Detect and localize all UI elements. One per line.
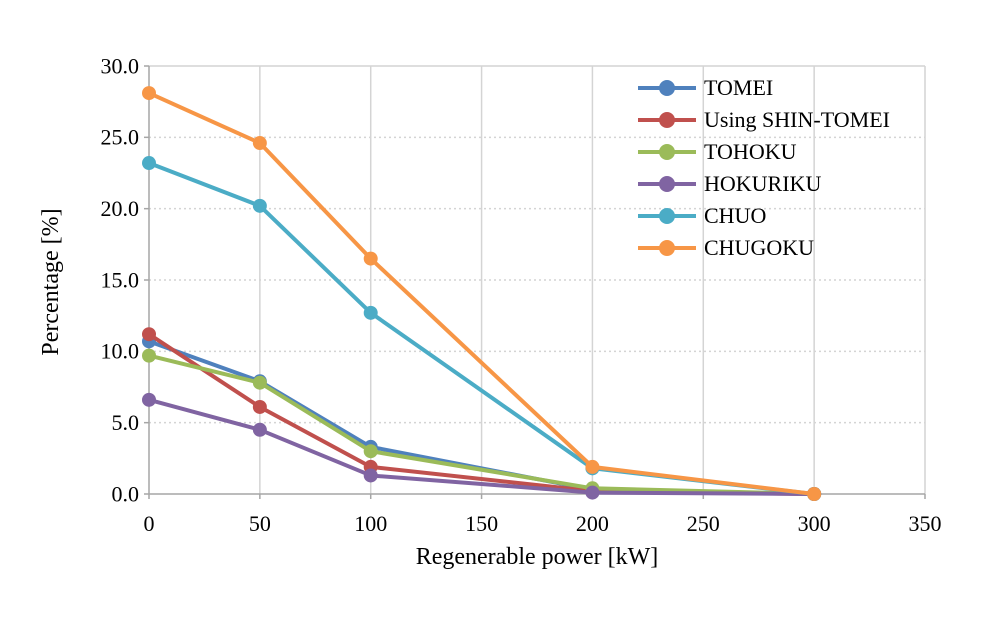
x-tick-label: 350	[909, 511, 942, 536]
legend-label: CHUO	[704, 203, 767, 228]
series-marker-tohoku	[363, 444, 378, 459]
legend-marker-icon	[659, 112, 675, 128]
legend-label: HOKURIKU	[704, 171, 822, 196]
legend-item-chuo: CHUO	[638, 200, 890, 232]
series-marker-chuo	[142, 156, 156, 171]
series-marker-chugoku	[363, 251, 378, 266]
legend-label: Using SHIN-TOMEI	[704, 107, 890, 132]
legend: TOMEI Using SHIN-TOMEI TOHOKU HOKURIKU CHUO C…	[638, 72, 890, 264]
series-marker-chugoku	[585, 459, 600, 474]
x-tick-label: 300	[798, 511, 831, 536]
legend-swatch-icon	[638, 80, 696, 96]
legend-swatch-icon	[638, 176, 696, 192]
y-tick-label: 25.0	[101, 125, 140, 150]
series-marker-hokuriku	[585, 485, 600, 500]
x-tick-label: 150	[465, 511, 498, 536]
series-marker-chugoku	[252, 136, 267, 151]
legend-swatch-icon	[638, 240, 696, 256]
x-tick-label: 0	[144, 511, 155, 536]
series-marker-chugoku	[142, 86, 156, 101]
legend-label: CHUGOKU	[704, 235, 814, 260]
legend-item-using-shin-tomei: Using SHIN-TOMEI	[638, 104, 890, 136]
y-tick-label: 20.0	[101, 196, 140, 221]
x-axis-title: Regenerable power [kW]	[416, 544, 659, 570]
legend-item-chugoku: CHUGOKU	[638, 232, 890, 264]
x-tick-label: 50	[249, 511, 271, 536]
legend-item-hokuriku: HOKURIKU	[638, 168, 890, 200]
legend-label: TOMEI	[704, 75, 774, 100]
legend-marker-icon	[659, 176, 675, 192]
legend-marker-icon	[659, 208, 675, 224]
legend-marker-icon	[659, 240, 675, 256]
legend-swatch-icon	[638, 144, 696, 160]
series-marker-chuo	[252, 198, 267, 213]
series-marker-tohoku	[142, 348, 156, 363]
series-marker-hokuriku	[252, 422, 267, 437]
series-marker-chugoku	[807, 487, 822, 501]
series-marker-hokuriku	[363, 468, 378, 483]
legend-item-tomei: TOMEI	[638, 72, 890, 104]
series-marker-tohoku	[252, 375, 267, 390]
legend-marker-icon	[659, 80, 675, 96]
legend-swatch-icon	[638, 208, 696, 224]
series-marker-chuo	[363, 305, 378, 320]
y-tick-label: 10.0	[101, 339, 140, 364]
legend-swatch-icon	[638, 112, 696, 128]
y-axis-title: Percentage [%]	[38, 208, 64, 355]
x-tick-label: 100	[354, 511, 387, 536]
x-tick-label: 250	[687, 511, 720, 536]
series-marker-hokuriku	[142, 392, 156, 407]
y-tick-label: 15.0	[101, 267, 140, 292]
legend-item-tohoku: TOHOKU	[638, 136, 890, 168]
y-tick-label: 0.0	[112, 481, 140, 506]
y-tick-label: 5.0	[112, 410, 140, 435]
y-tick-label: 30.0	[101, 53, 140, 78]
series-marker-using-shin-tomei	[252, 399, 267, 414]
legend-label: TOHOKU	[704, 139, 797, 164]
legend-marker-icon	[659, 144, 675, 160]
series-marker-using-shin-tomei	[142, 327, 156, 342]
x-tick-label: 200	[576, 511, 609, 536]
